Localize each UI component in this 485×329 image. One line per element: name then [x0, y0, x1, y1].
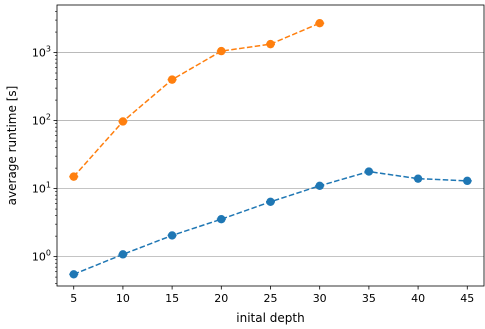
- data-point: [463, 176, 472, 186]
- y-tick-label: 100: [32, 249, 51, 264]
- data-point: [118, 117, 128, 126]
- x-tick-label: 45: [460, 292, 474, 305]
- series-line: [73, 170, 468, 275]
- x-tick-label: 5: [70, 292, 77, 305]
- y-axis-label: average runtime [s]: [5, 86, 19, 206]
- y-tick-label: 103: [32, 45, 51, 60]
- data-point: [69, 270, 78, 279]
- series-line: [73, 22, 320, 178]
- y-tick-label: 101: [32, 181, 51, 196]
- x-tick-label: 25: [264, 292, 278, 305]
- x-tick-label: 35: [362, 292, 376, 305]
- data-point: [118, 250, 128, 259]
- x-tick-label: 30: [313, 292, 327, 305]
- x-tick-label: 10: [116, 292, 130, 305]
- y-tick-label: 102: [32, 113, 51, 128]
- data-point: [413, 174, 423, 183]
- data-point: [315, 181, 324, 190]
- x-tick-label: 40: [411, 292, 425, 305]
- ticks: 100 101 102 103 5 10 15 20 25 30 35 40 45: [32, 11, 474, 305]
- data-point: [217, 214, 226, 224]
- data-point: [167, 231, 177, 240]
- data-point: [69, 172, 78, 181]
- gridlines: [57, 52, 484, 258]
- data-point: [364, 167, 374, 176]
- data-point: [217, 46, 226, 56]
- series-layer: [69, 19, 472, 279]
- x-tick-label: 15: [165, 292, 179, 305]
- x-tick-label: 20: [214, 292, 228, 305]
- data-point: [315, 19, 324, 28]
- series-0: [69, 19, 325, 181]
- data-point: [167, 75, 177, 84]
- series-1: [69, 167, 472, 279]
- data-point: [266, 39, 275, 49]
- data-point: [266, 197, 275, 206]
- x-axis-label: inital depth: [236, 311, 304, 325]
